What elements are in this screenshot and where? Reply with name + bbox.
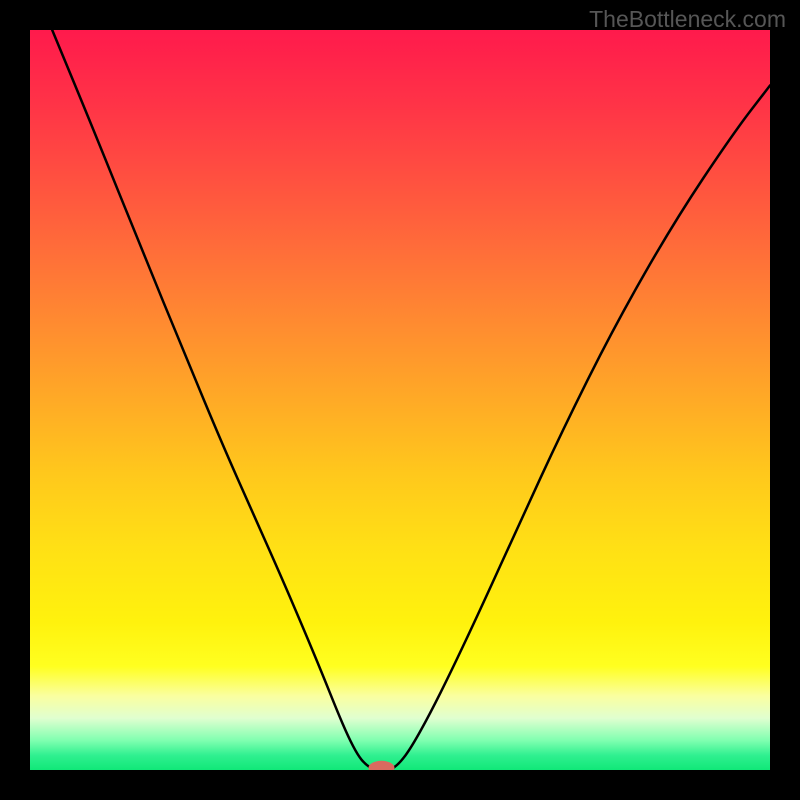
watermark-text: TheBottleneck.com	[589, 6, 786, 33]
chart-container: TheBottleneck.com	[0, 0, 800, 800]
plot-background	[30, 30, 770, 770]
chart-svg	[0, 0, 800, 800]
